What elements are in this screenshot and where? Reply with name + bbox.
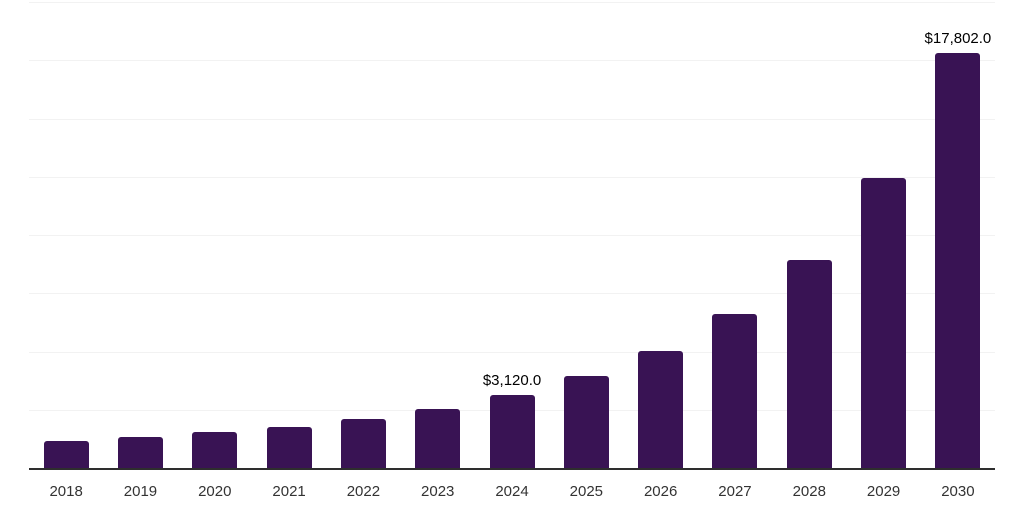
bar-2027 [712,313,758,468]
x-axis-line [29,468,995,470]
x-tick-2022: 2022 [346,483,381,500]
bar-slot-2027 [698,2,772,468]
bar-2029 [861,178,907,468]
bar-2019 [117,437,163,468]
x-tick-2025: 2025 [569,483,604,500]
gridline [29,176,995,178]
x-tick-2019: 2019 [123,483,158,500]
bar-slot-2029 [846,2,920,468]
bar-slot-2022 [326,2,400,468]
bar-2030 [935,53,981,468]
data-label-2030: $17,802.0 [924,30,992,48]
bar-slot-2030: $17,802.0 [921,2,995,468]
bar-slot-2020 [178,2,252,468]
bar-2020 [192,432,238,468]
bar-slot-2026 [624,2,698,468]
gridline [29,118,995,120]
x-tick-2018: 2018 [49,483,83,500]
x-tick-2023: 2023 [421,483,455,500]
x-tick-2020: 2020 [198,483,232,500]
bar-slot-2023 [401,2,475,468]
bar-slot-2018 [29,2,103,468]
x-tick-2029: 2029 [866,483,901,500]
bar-2028 [786,259,832,468]
gridline [29,293,995,295]
bar-2024 [489,395,535,468]
gridline [29,2,995,3]
x-tick-2027: 2027 [718,483,752,500]
bar-2026 [638,350,684,468]
x-tick-2026: 2026 [643,483,678,500]
bar-slot-2025 [549,2,623,468]
x-tick-2024: 2024 [495,483,529,500]
x-tick-2030: 2030 [941,483,975,500]
gridline [29,235,995,236]
bar-slot-2019 [103,2,177,468]
bar-2022 [340,419,386,468]
bar-slot-2028 [772,2,846,468]
bars-container: $3,120.0 $17,802.0 [29,2,995,468]
x-axis-labels: 2018 2019 2020 2021 2022 2023 2024 2025 2026 2027… [29,484,995,499]
gridline [29,60,995,62]
bar-2025 [563,376,609,468]
bar-slot-2021 [252,2,326,468]
plot-area: $3,120.0 $17,802.0 [29,2,995,470]
data-label-2024: $3,120.0 [482,372,542,390]
gridline [29,351,995,353]
bar-2023 [415,408,461,468]
x-tick-2021: 2021 [272,483,306,500]
x-tick-2028: 2028 [792,483,826,500]
bar-2018 [43,441,89,468]
bar-slot-2024: $3,120.0 [475,2,549,468]
bar-2021 [266,427,312,468]
